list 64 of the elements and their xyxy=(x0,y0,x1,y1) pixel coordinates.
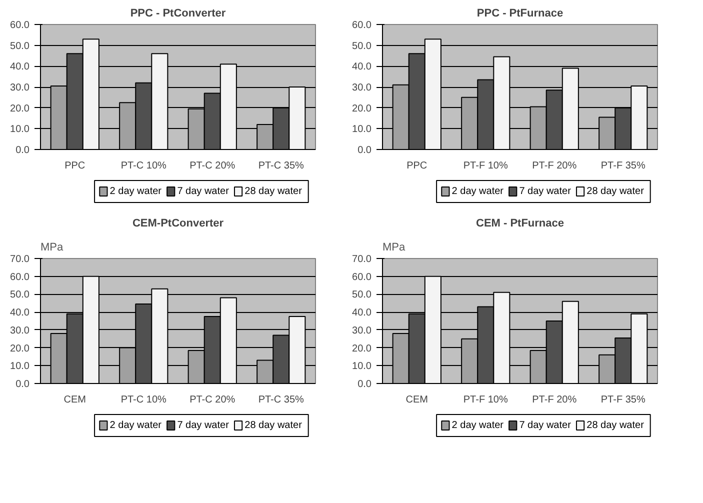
legend-label: 2 day water xyxy=(452,186,504,197)
y-tick-label: 40.0 xyxy=(352,308,372,319)
y-tick-label: 0.0 xyxy=(16,379,30,390)
x-tick-label: PT-C 35% xyxy=(258,394,304,406)
y-tick-label: 70.0 xyxy=(352,254,372,265)
x-tick-label: PT-F 35% xyxy=(600,394,646,406)
y-tick-label: 0.0 xyxy=(16,145,30,156)
x-tick-label: PT-C 20% xyxy=(190,160,236,172)
y-tick-label: 40.0 xyxy=(352,62,372,73)
x-tick-label: CEM xyxy=(64,394,86,406)
y-tick-label: 10.0 xyxy=(352,124,372,136)
legend-label: 2 day water xyxy=(110,420,162,431)
y-tick-label: 50.0 xyxy=(10,290,30,301)
legend-label: 2 day water xyxy=(110,186,162,197)
x-tick-label: PT-C 20% xyxy=(190,394,236,406)
y-tick-label: 30.0 xyxy=(10,325,30,336)
legend-label: 7 day water xyxy=(519,186,572,197)
y-tick-label: 10.0 xyxy=(10,361,30,372)
x-tick-label: PT-F 10% xyxy=(463,394,508,406)
y-tick-label: 20.0 xyxy=(352,343,372,354)
y-tick-label: 70.0 xyxy=(10,254,30,265)
x-tick-label: PT-F 35% xyxy=(600,160,646,172)
y-tick-label: 40.0 xyxy=(10,62,30,73)
y-tick-label: 60.0 xyxy=(352,272,372,283)
x-tick-label: PPC xyxy=(64,160,86,172)
y-tick-label: 60.0 xyxy=(10,272,30,283)
y-tick-label: 60.0 xyxy=(352,20,372,31)
y-tick-label: 50.0 xyxy=(10,40,30,52)
y-tick-label: 30.0 xyxy=(352,325,372,336)
legend-label: 28 day water xyxy=(586,186,645,197)
x-tick-label: PT-C 35% xyxy=(258,160,304,172)
x-tick-label: PT-F 20% xyxy=(532,160,577,172)
y-tick-label: 20.0 xyxy=(10,103,30,114)
y-tick-label: 50.0 xyxy=(352,40,372,52)
x-tick-label: PT-C 10% xyxy=(120,160,167,172)
y-axis-title: MPa xyxy=(40,242,64,254)
chart-title: CEM - PtFurnace xyxy=(476,218,564,230)
y-tick-label: 30.0 xyxy=(352,82,372,94)
y-tick-label: 40.0 xyxy=(10,308,30,319)
y-tick-label: 0.0 xyxy=(358,145,372,156)
x-tick-label: PT-F 10% xyxy=(463,160,508,172)
y-tick-label: 10.0 xyxy=(10,124,30,136)
x-tick-label: PPC xyxy=(406,160,428,172)
chart-title: PPC - PtFurnace xyxy=(476,8,564,20)
legend-label: 7 day water xyxy=(519,420,572,431)
y-tick-label: 20.0 xyxy=(10,343,30,354)
x-tick-label: CEM xyxy=(406,394,428,406)
legend-label: 7 day water xyxy=(177,420,230,431)
legend-label: 7 day water xyxy=(177,186,230,197)
y-tick-label: 20.0 xyxy=(352,103,372,114)
y-tick-label: 60.0 xyxy=(10,20,30,31)
legend-label: 28 day water xyxy=(586,420,645,431)
y-axis-title: MPa xyxy=(382,242,406,254)
y-tick-label: 50.0 xyxy=(352,290,372,301)
x-tick-label: PT-C 10% xyxy=(120,394,167,406)
y-tick-label: 30.0 xyxy=(10,82,30,94)
chart-title: PPC - PtConverter xyxy=(130,8,226,20)
legend-label: 28 day water xyxy=(244,420,303,431)
x-tick-label: PT-F 20% xyxy=(532,394,577,406)
chart-title: CEM-PtConverter xyxy=(132,218,224,230)
y-tick-label: 10.0 xyxy=(352,361,372,372)
legend-label: 2 day water xyxy=(452,420,504,431)
legend-label: 28 day water xyxy=(244,186,303,197)
y-tick-label: 0.0 xyxy=(358,379,372,390)
